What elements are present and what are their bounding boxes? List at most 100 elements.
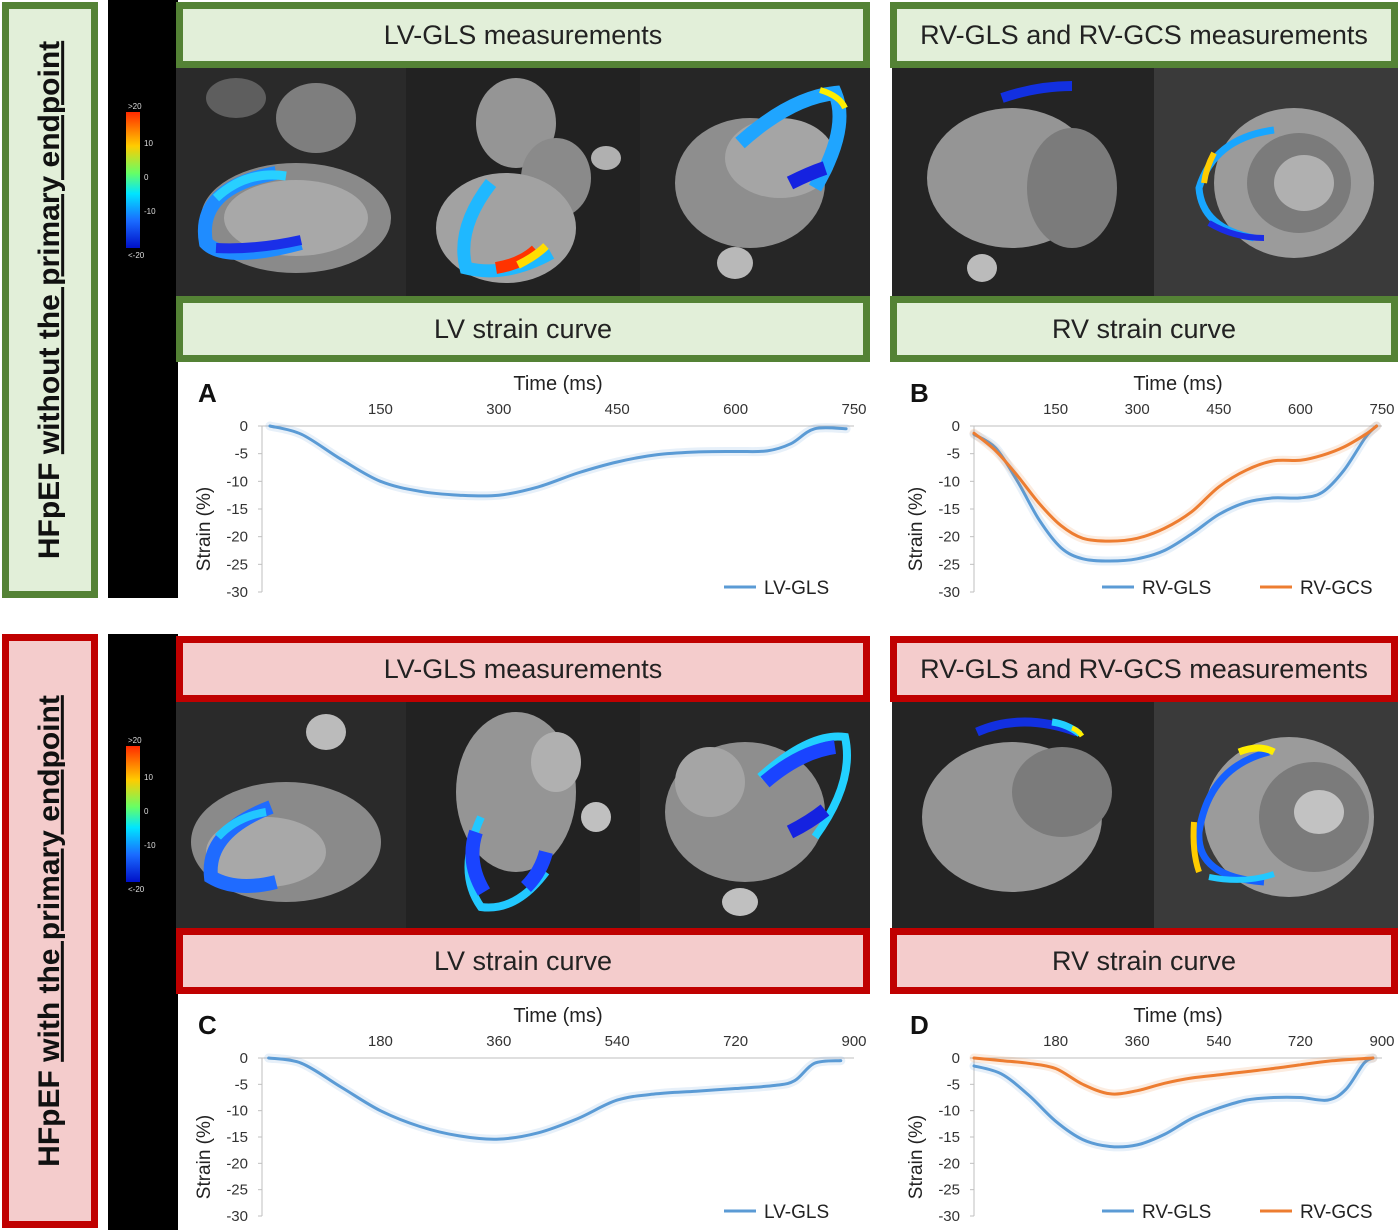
y-tick-label: -10 xyxy=(226,1103,248,1120)
y-tick-label: -25 xyxy=(938,1182,960,1199)
x-tick-label: 540 xyxy=(605,1033,630,1050)
colorbar-tick-10: 10 xyxy=(144,139,153,148)
chart-panel-d: D Time (ms) Strain (%) 180 360 540 720 900 0 -5 -1… xyxy=(892,998,1398,1230)
y-tick-label: -30 xyxy=(938,584,960,601)
x-axis-label: Time (ms) xyxy=(1133,1005,1222,1027)
x-tick-label: 600 xyxy=(723,401,748,418)
y-axis-label: Strain (%) xyxy=(906,487,927,571)
x-tick-label: 360 xyxy=(486,1033,511,1050)
rv-four-chamber-mri xyxy=(892,702,1154,928)
rv-gls-gcs-header: RV-GLS and RV-GCS measurements xyxy=(890,2,1398,68)
lv-strain-curve-header: LV strain curve xyxy=(176,928,870,994)
panel-letter: B xyxy=(910,378,929,408)
y-tick-label: -15 xyxy=(226,1129,248,1146)
x-tick-label: 540 xyxy=(1206,1033,1231,1050)
x-tick-label: 600 xyxy=(1288,401,1313,418)
series-glow xyxy=(265,421,851,501)
rv-short-axis-mri xyxy=(1154,68,1398,296)
y-tick-label: 0 xyxy=(952,418,960,435)
y-axis-label: Strain (%) xyxy=(194,1115,215,1199)
y-tick-label: -20 xyxy=(938,1155,960,1172)
y-tick-label: -20 xyxy=(938,529,960,546)
x-tick-label: 300 xyxy=(1125,401,1150,418)
x-tick-label: 900 xyxy=(841,1033,866,1050)
series-line-lv-gls xyxy=(267,1056,843,1141)
colorbar-min-label: <-20 xyxy=(128,251,145,260)
y-tick-label: 0 xyxy=(240,418,248,435)
group-label-without-endpoint: HFpEF without the primary endpoint xyxy=(2,2,98,598)
y-tick-label: -5 xyxy=(235,446,248,463)
x-tick-label: 750 xyxy=(841,401,866,418)
rv-short-axis-mri xyxy=(1154,702,1398,928)
x-tick-label: 450 xyxy=(1206,401,1231,418)
colorbar-tick-minus10: -10 xyxy=(144,841,156,850)
legend-label: LV-GLS xyxy=(764,1202,829,1223)
colorbar-panel-bottom: >20 10 0 -10 <-20 xyxy=(108,634,178,1230)
lv-four-chamber-mri xyxy=(640,702,870,928)
legend-label: RV-GCS xyxy=(1300,578,1373,599)
legend-label: RV-GLS xyxy=(1142,578,1211,599)
y-tick-label: -15 xyxy=(938,501,960,518)
rv-four-chamber-mri xyxy=(892,68,1154,296)
x-tick-label: 150 xyxy=(1043,401,1068,418)
rv-strain-curve-header: RV strain curve xyxy=(890,296,1398,362)
x-axis-label: Time (ms) xyxy=(513,1005,602,1027)
y-tick-label: -10 xyxy=(226,473,248,490)
lv-two-chamber-mri xyxy=(176,68,406,296)
y-tick-label: -15 xyxy=(226,501,248,518)
colorbar-tick-10: 10 xyxy=(144,773,153,782)
y-tick-label: -5 xyxy=(235,1076,248,1093)
colorbar-max-label: >20 xyxy=(128,102,142,111)
x-tick-label: 180 xyxy=(1043,1033,1068,1050)
lv-three-chamber-mri xyxy=(406,702,640,928)
y-tick-label: -30 xyxy=(226,1208,248,1225)
series-line-rv-gcs xyxy=(972,424,1379,543)
panel-letter: A xyxy=(198,378,217,408)
colorbar-panel-top: >20 10 0 -10 <-20 xyxy=(108,0,178,598)
x-tick-label: 720 xyxy=(723,1033,748,1050)
y-tick-label: -10 xyxy=(938,473,960,490)
rv-gls-gcs-header: RV-GLS and RV-GCS measurements xyxy=(890,636,1398,702)
y-tick-label: -20 xyxy=(226,529,248,546)
chart-panel-a: A Time (ms) Strain (%) 150 300 450 600 750 0 -5 -1… xyxy=(180,366,870,606)
x-tick-label: 360 xyxy=(1125,1033,1150,1050)
colorbar-tick-0: 0 xyxy=(144,807,149,816)
x-tick-label: 180 xyxy=(368,1033,393,1050)
y-axis-label: Strain (%) xyxy=(194,487,215,571)
y-axis-label: Strain (%) xyxy=(906,1115,927,1199)
panel-letter: D xyxy=(910,1010,929,1040)
lv-two-chamber-mri xyxy=(176,702,406,928)
series-line-lv-gls xyxy=(268,424,848,498)
legend-label: RV-GCS xyxy=(1300,1202,1373,1223)
colorbar-max-label: >20 xyxy=(128,736,142,745)
series-line-rv-gls xyxy=(972,1056,1375,1149)
group-label-with-endpoint: HFpEF with the primary endpoint xyxy=(2,634,98,1228)
x-tick-label: 450 xyxy=(605,401,630,418)
chart-panel-b: B Time (ms) Strain (%) 150 300 450 600 750 0 -5 -1… xyxy=(892,366,1398,606)
lv-strain-curve-header: LV strain curve xyxy=(176,296,870,362)
y-tick-label: -5 xyxy=(947,1076,960,1093)
y-tick-label: -20 xyxy=(226,1155,248,1172)
strain-colorbar: >20 10 0 -10 <-20 xyxy=(120,100,170,260)
group-label-text: HFpEF without the primary endpoint xyxy=(33,40,67,560)
lv-gls-header: LV-GLS measurements xyxy=(176,2,870,68)
colorbar-min-label: <-20 xyxy=(128,885,145,894)
y-tick-label: -25 xyxy=(226,1182,248,1199)
group-label-text: HFpEF with the primary endpoint xyxy=(33,695,66,1167)
x-axis-label: Time (ms) xyxy=(513,373,602,395)
legend-label: LV-GLS xyxy=(764,578,829,599)
x-tick-label: 150 xyxy=(368,401,393,418)
x-tick-label: 750 xyxy=(1369,401,1394,418)
y-tick-label: -30 xyxy=(938,1208,960,1225)
series-glow xyxy=(969,1053,1378,1152)
y-tick-label: -15 xyxy=(938,1129,960,1146)
y-tick-label: -10 xyxy=(938,1103,960,1120)
strain-colorbar: >20 10 0 -10 <-20 xyxy=(120,734,170,894)
y-tick-label: -25 xyxy=(938,556,960,573)
x-tick-label: 900 xyxy=(1369,1033,1394,1050)
series-line-rv-gls xyxy=(972,424,1379,563)
x-tick-label: 720 xyxy=(1288,1033,1313,1050)
y-tick-label: 0 xyxy=(240,1050,248,1067)
lv-four-chamber-mri xyxy=(640,68,870,296)
y-tick-label: -25 xyxy=(226,556,248,573)
